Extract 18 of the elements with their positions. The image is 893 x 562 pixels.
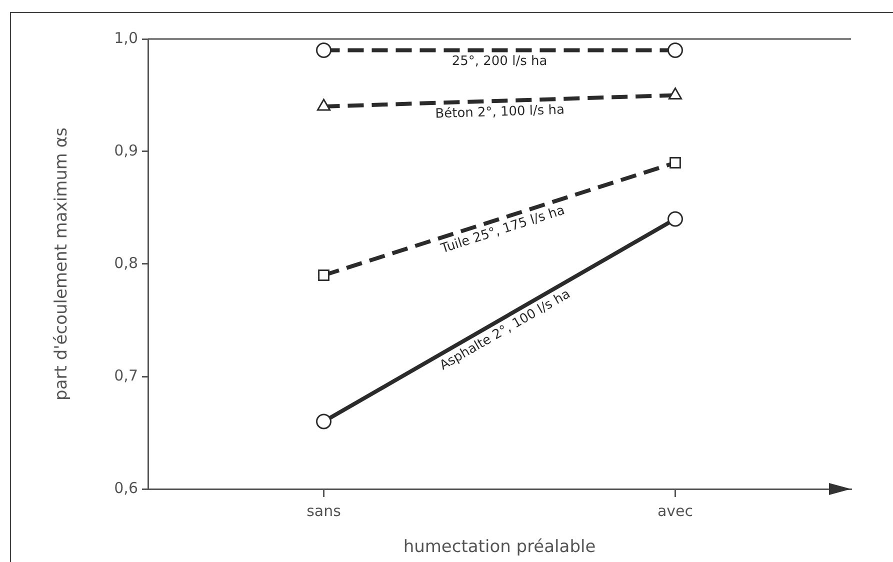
text: Tuile 25°, 175 l/s ha — [438, 203, 567, 257]
x-tick-label: avec — [657, 502, 694, 520]
y-tick-label: 0,6 — [114, 478, 138, 497]
y-tick-label: 1,0 — [114, 28, 138, 47]
point — [316, 42, 332, 58]
point — [670, 157, 681, 168]
series-label: 25°, 200 l/s ha — [452, 54, 548, 70]
y-axis-title: part d'écoulement maximum αs — [52, 127, 72, 400]
y-tick-label: 0,9 — [114, 141, 138, 160]
point — [668, 211, 683, 227]
series-label: Béton 2°, 100 l/s ha — [435, 102, 565, 122]
point — [668, 42, 683, 58]
x-axis-title: humectation préalable — [403, 537, 596, 558]
x-tick-label: sans — [306, 502, 342, 520]
point — [316, 414, 332, 430]
y-tick-label: 0,8 — [114, 254, 138, 272]
y-tick-label: 0,7 — [114, 366, 138, 384]
point — [318, 270, 330, 281]
